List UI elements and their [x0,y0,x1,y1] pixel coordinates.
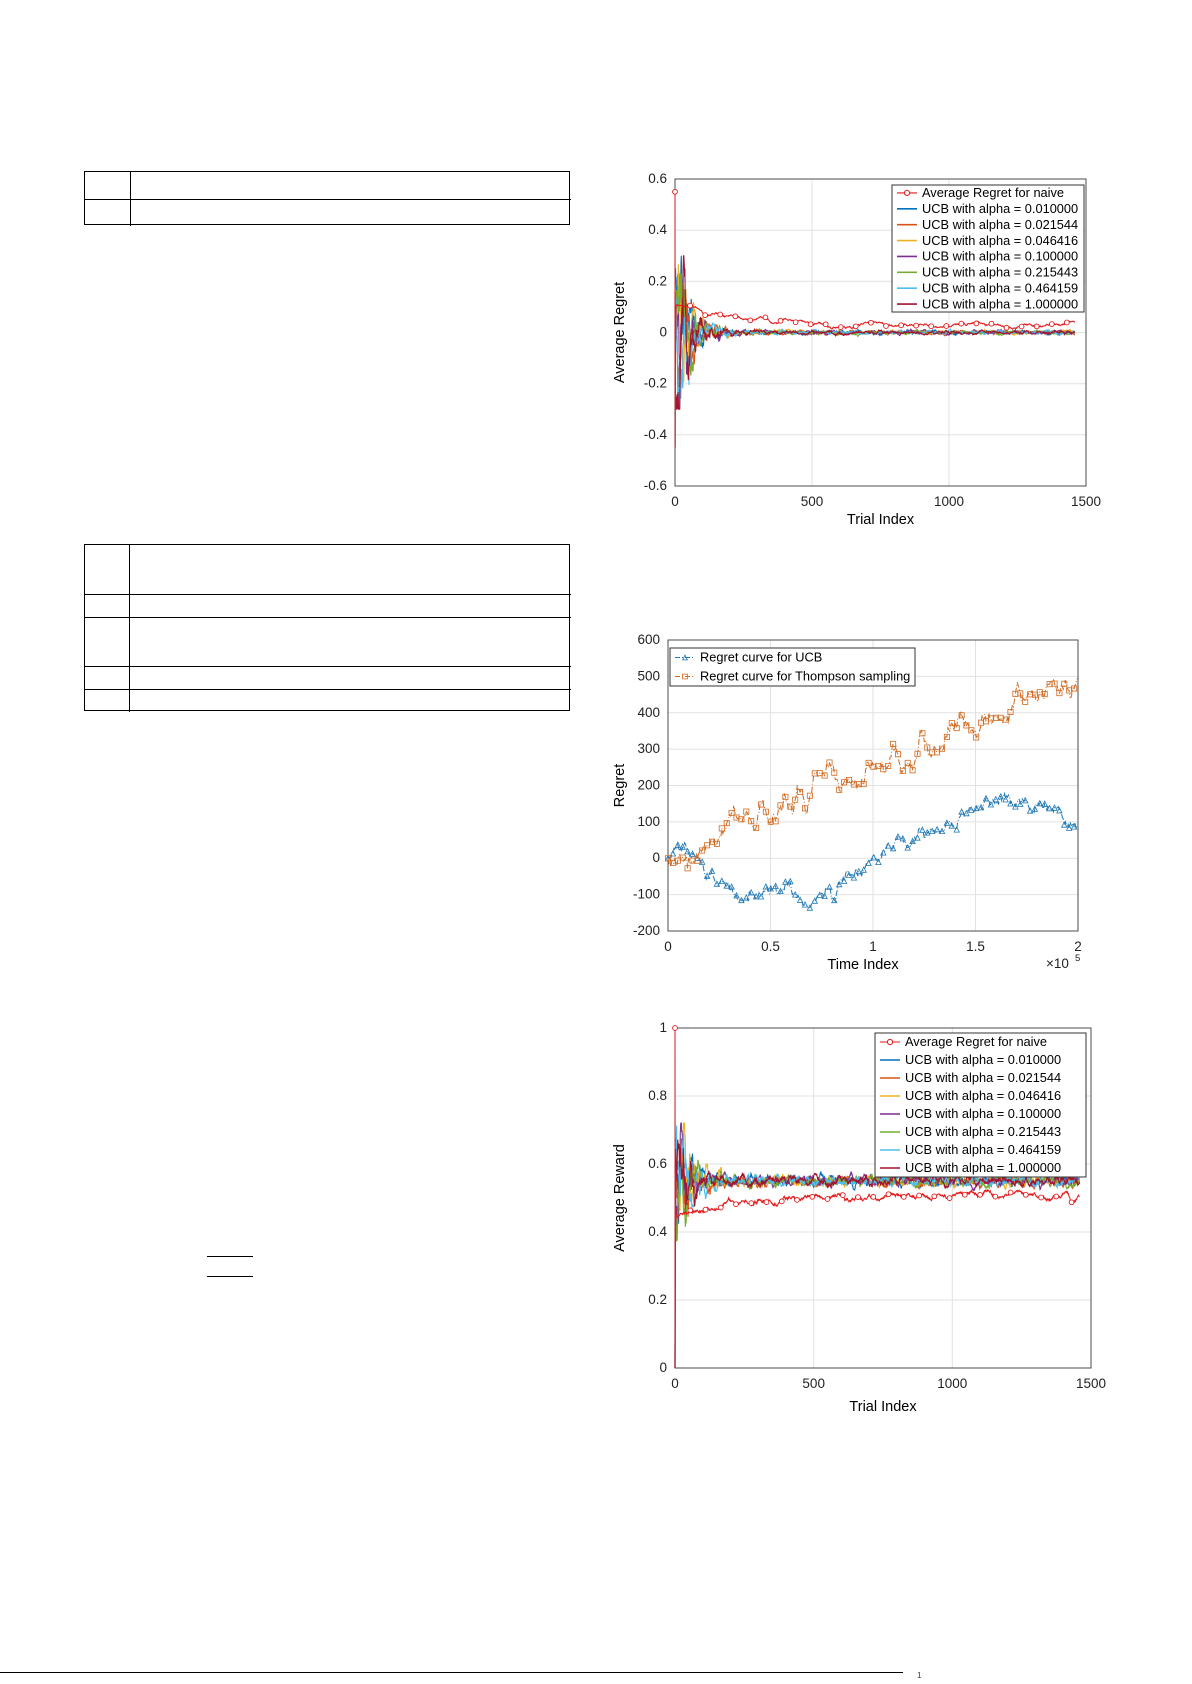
svg-text:Average Regret for naive: Average Regret for naive [922,185,1064,200]
svg-text:Average Reward: Average Reward [612,1144,628,1252]
svg-text:0.4: 0.4 [648,222,667,237]
svg-text:UCB with alpha = 0.021544: UCB with alpha = 0.021544 [922,217,1078,232]
svg-text:×10: ×10 [1046,956,1069,971]
svg-text:0.8: 0.8 [648,1088,667,1103]
svg-text:-0.4: -0.4 [644,427,668,442]
svg-text:0: 0 [652,850,660,865]
svg-text:Regret curve for UCB: Regret curve for UCB [700,650,822,665]
svg-text:UCB with alpha = 0.046416: UCB with alpha = 0.046416 [922,233,1078,248]
svg-text:UCB with alpha = 0.464159: UCB with alpha = 0.464159 [905,1142,1061,1157]
svg-text:1.5: 1.5 [966,939,985,954]
svg-text:0.4: 0.4 [648,1224,667,1239]
svg-text:Average Regret: Average Regret [612,282,628,383]
svg-text:400: 400 [637,705,660,720]
svg-text:1000: 1000 [937,1376,967,1391]
svg-text:300: 300 [637,741,660,756]
svg-text:1: 1 [659,1020,667,1035]
svg-text:600: 600 [637,632,660,647]
svg-text:UCB with alpha = 1.000000: UCB with alpha = 1.000000 [922,296,1078,311]
svg-text:-200: -200 [633,923,660,938]
svg-text:0: 0 [671,1376,679,1391]
svg-text:UCB with alpha = 0.021544: UCB with alpha = 0.021544 [905,1070,1061,1085]
svg-text:0.5: 0.5 [761,939,780,954]
svg-text:100: 100 [637,814,660,829]
svg-text:-0.6: -0.6 [644,478,667,493]
svg-text:0: 0 [659,1360,667,1375]
svg-text:Regret: Regret [612,764,628,808]
svg-text:UCB with alpha = 0.010000: UCB with alpha = 0.010000 [905,1052,1061,1067]
svg-text:0: 0 [671,494,679,509]
svg-text:500: 500 [637,668,660,683]
svg-text:UCB with alpha = 1.000000: UCB with alpha = 1.000000 [905,1160,1061,1175]
svg-text:0.2: 0.2 [648,273,667,288]
svg-text:1: 1 [869,939,877,954]
svg-text:1500: 1500 [1071,494,1101,509]
svg-text:1000: 1000 [934,494,964,509]
svg-text:0: 0 [659,325,667,340]
svg-text:0.6: 0.6 [648,171,667,186]
svg-text:UCB with alpha = 0.046416: UCB with alpha = 0.046416 [905,1088,1061,1103]
svg-text:Average Regret for naive: Average Regret for naive [905,1034,1047,1049]
svg-text:500: 500 [801,494,824,509]
svg-text:-100: -100 [633,887,660,902]
svg-text:UCB with alpha = 0.215443: UCB with alpha = 0.215443 [905,1124,1061,1139]
svg-text:0: 0 [664,939,672,954]
svg-text:Trial Index: Trial Index [847,512,915,528]
svg-text:Time Index: Time Index [827,957,899,973]
svg-text:1500: 1500 [1076,1376,1106,1391]
svg-text:0.2: 0.2 [648,1292,667,1307]
svg-text:UCB with alpha = 0.464159: UCB with alpha = 0.464159 [922,280,1078,295]
svg-text:200: 200 [637,778,660,793]
svg-text:Trial Index: Trial Index [849,1399,917,1415]
svg-text:0.6: 0.6 [648,1156,667,1171]
svg-text:-0.2: -0.2 [644,376,667,391]
svg-text:2: 2 [1074,939,1082,954]
svg-text:UCB with alpha = 0.215443: UCB with alpha = 0.215443 [922,265,1078,280]
svg-text:500: 500 [802,1376,825,1391]
svg-text:UCB with alpha = 0.010000: UCB with alpha = 0.010000 [922,201,1078,216]
svg-text:UCB with alpha = 0.100000: UCB with alpha = 0.100000 [905,1106,1061,1121]
svg-text:UCB with alpha = 0.100000: UCB with alpha = 0.100000 [922,249,1078,264]
svg-text:Regret curve for Thompson samp: Regret curve for Thompson sampling [700,669,910,684]
svg-text:5: 5 [1075,953,1080,964]
